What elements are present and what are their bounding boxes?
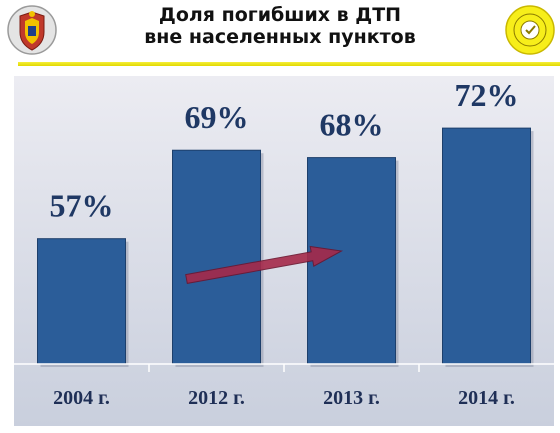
category-label-3: 2014 г. [458, 387, 515, 409]
title-line-1: Доля погибших в ДТП [158, 4, 402, 26]
trend-arrow-shape [185, 245, 344, 285]
value-label-0: 57% [50, 188, 114, 224]
category-label-0: 2004 г. [53, 387, 110, 409]
bar-1 [172, 149, 261, 365]
category-label-2: 2013 г. [323, 387, 380, 409]
bar-3 [442, 127, 531, 365]
category-label-1: 2012 г. [188, 387, 245, 409]
header-divider [18, 62, 560, 66]
value-label-3: 72% [455, 77, 519, 113]
trend-arrow [185, 245, 344, 285]
value-label-1: 69% [185, 99, 249, 135]
round-yellow-seal-icon [505, 5, 555, 55]
bar-chart: 57% 2004 г. 69% 2012 г. 68% 2013 г. 72% 2014 г. [14, 76, 554, 426]
chart-title: Доля погибших в ДТП вне населенных пункт… [70, 4, 490, 48]
traffic-police-emblem-icon [7, 5, 57, 55]
title-line-2: вне населенных пунктов [144, 26, 416, 48]
header: Доля погибших в ДТП вне населенных пункт… [0, 0, 560, 64]
value-label-2: 68% [320, 107, 384, 143]
bar-0 [37, 238, 126, 365]
